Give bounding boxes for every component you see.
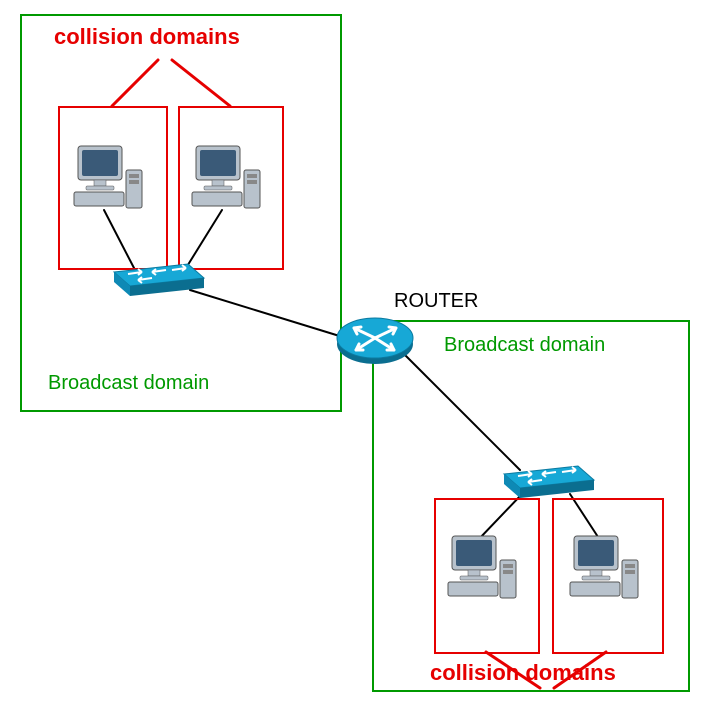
collision-domains-label-bottom: collision domains — [430, 660, 616, 686]
router-icon — [334, 314, 416, 368]
pc-top-right-icon — [190, 144, 262, 210]
collision-domains-label-top: collision domains — [54, 24, 240, 50]
switch-top-icon — [108, 258, 208, 298]
switch-bottom-icon — [498, 460, 598, 500]
router-label: ROUTER — [394, 290, 478, 313]
broadcast-domain-label-left: Broadcast domain — [48, 372, 209, 395]
broadcast-domain-label-right: Broadcast domain — [444, 334, 605, 357]
pc-bottom-right-icon — [568, 534, 640, 600]
pc-bottom-left-icon — [446, 534, 518, 600]
pc-top-left-icon — [72, 144, 144, 210]
diagram-stage: collision domains collision domains Broa… — [0, 0, 708, 706]
